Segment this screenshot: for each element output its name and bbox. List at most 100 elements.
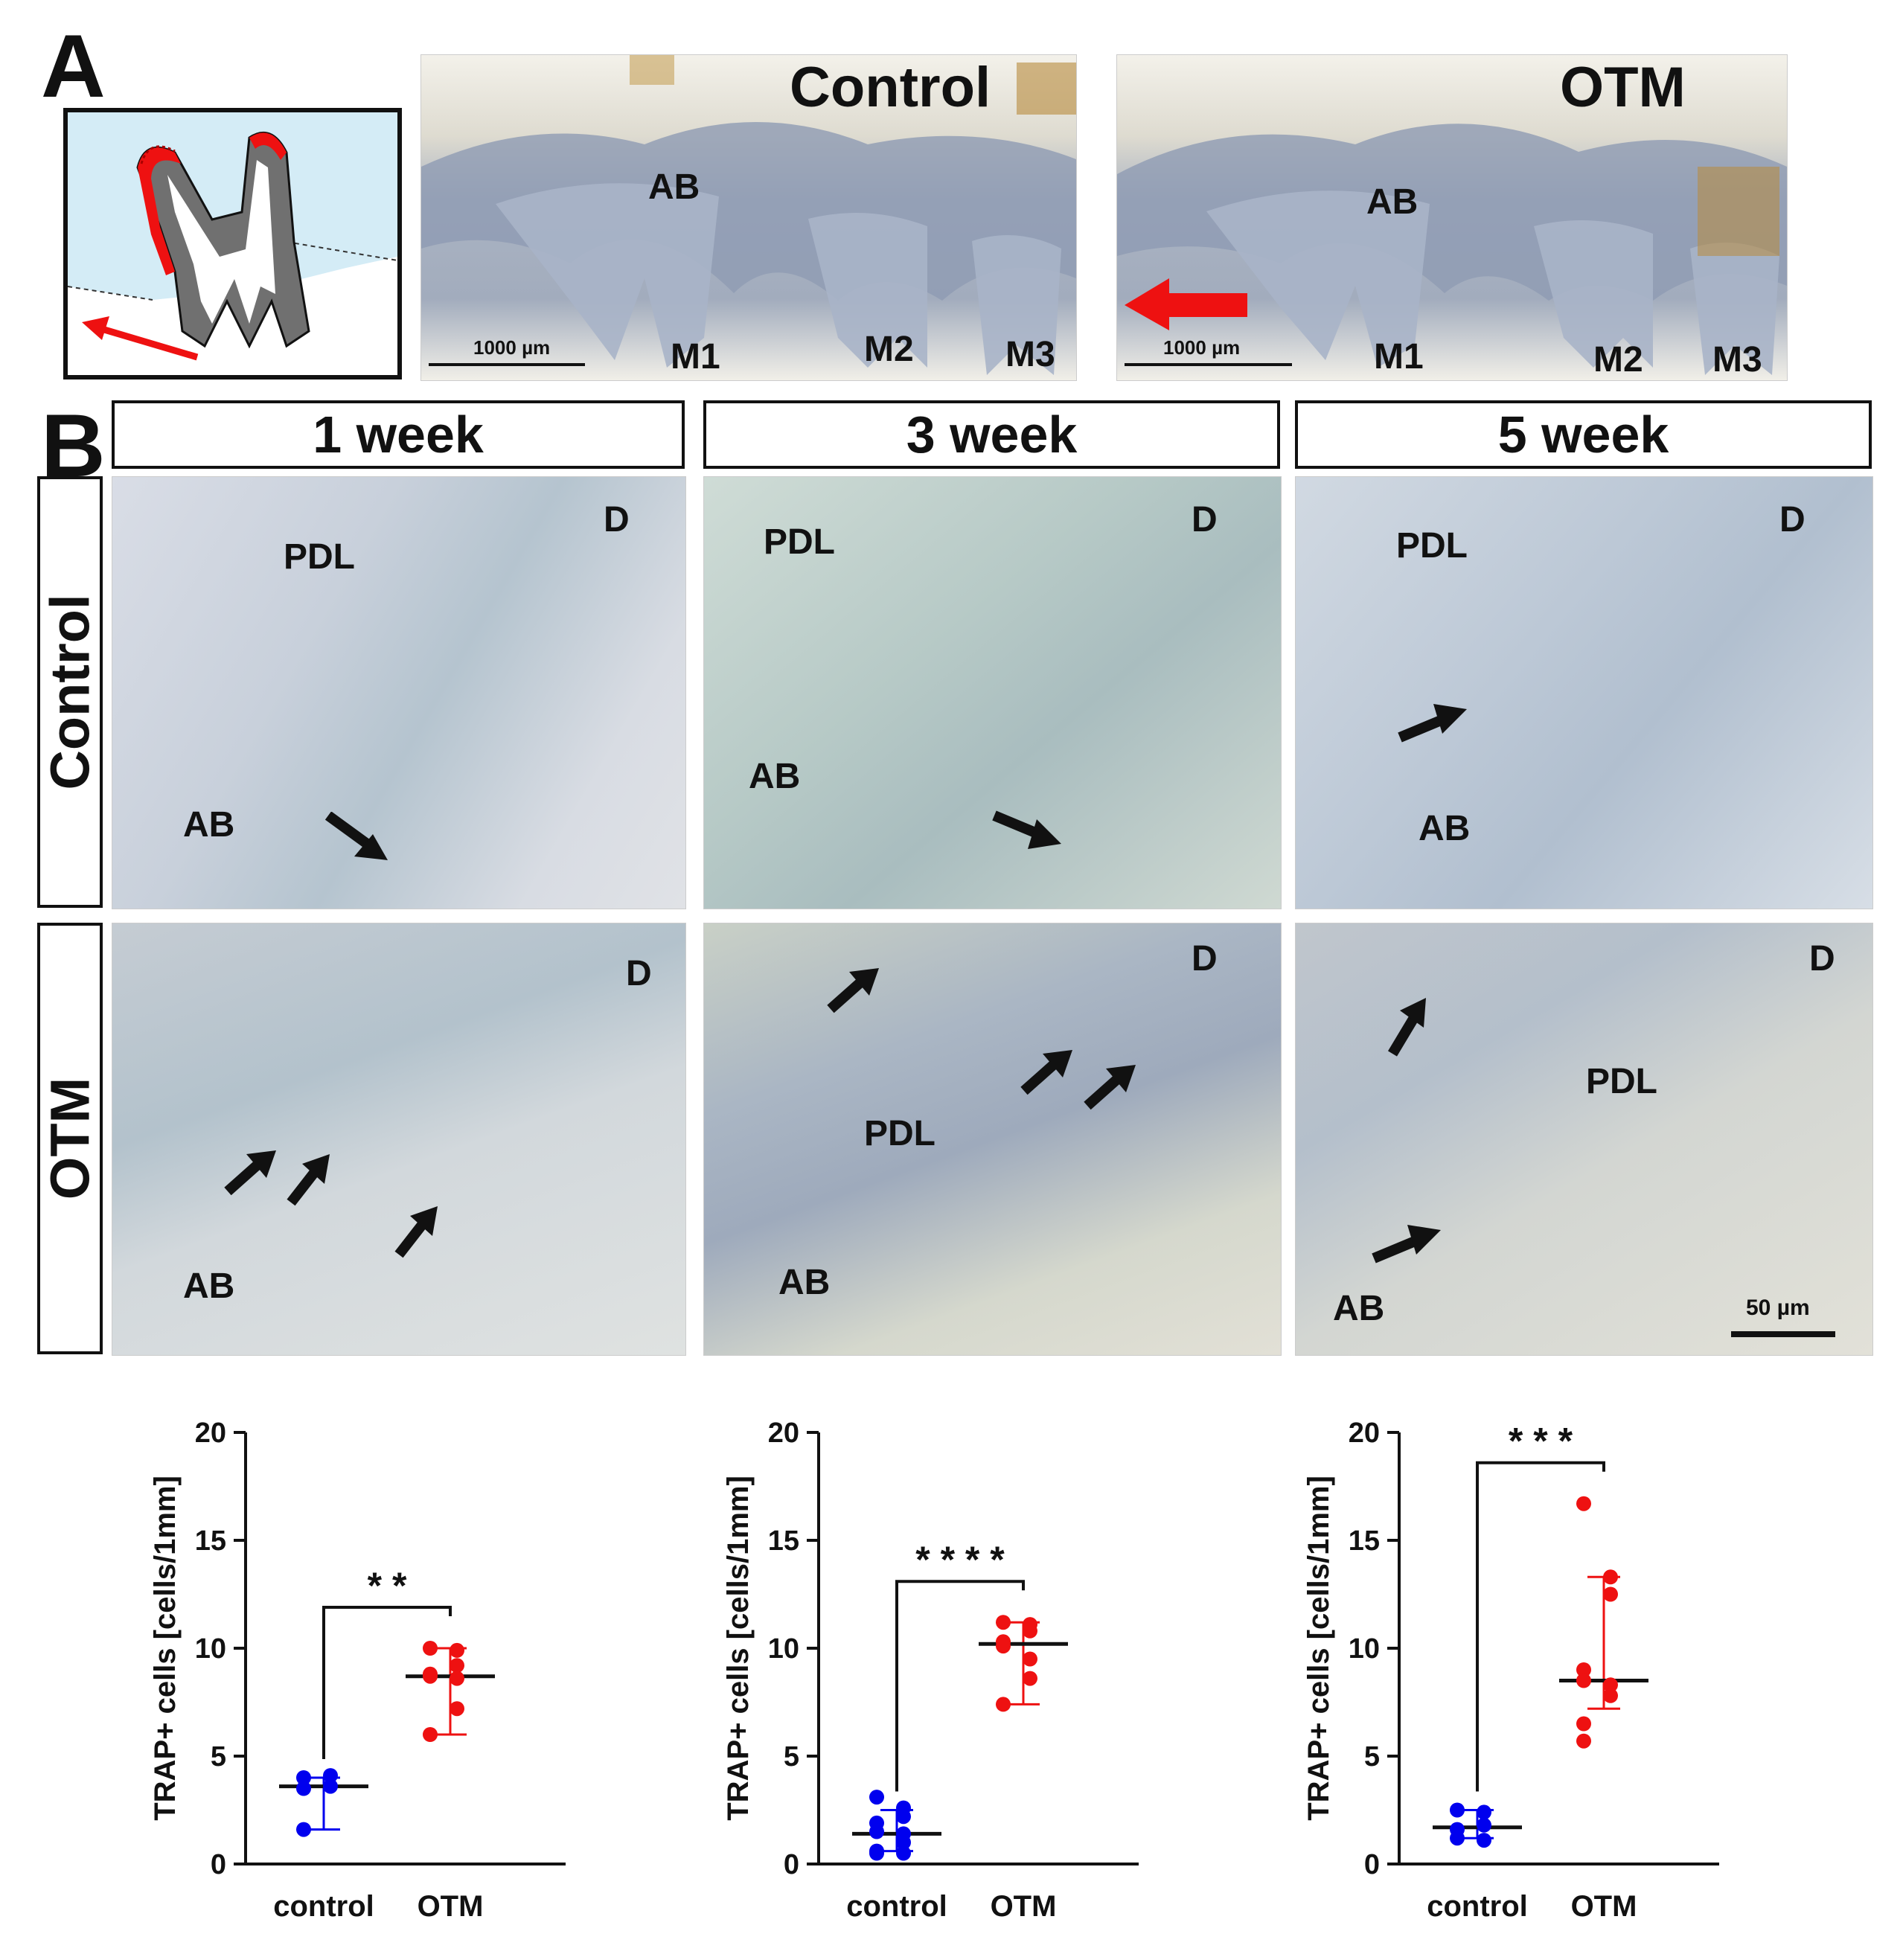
arrow-icon — [1372, 1225, 1441, 1264]
significance-bracket — [1476, 1461, 1605, 1792]
arrow-icon — [992, 810, 1061, 849]
data-point — [1477, 1833, 1491, 1848]
tooth-movement-schematic — [63, 108, 402, 379]
label-pdl: PDL — [1396, 526, 1468, 566]
otm-overview-m3-label: M3 — [1712, 340, 1762, 379]
label-pdl: PDL — [764, 522, 835, 562]
label-d: D — [1779, 500, 1806, 539]
significance-stars: * * * * — [915, 1539, 1005, 1581]
y-tick-label: 15 — [768, 1525, 799, 1557]
otm-overview-micrograph: OTM AB M1 M2 M3 1000 µm — [1116, 54, 1788, 381]
x-category-label: control — [846, 1890, 947, 1923]
label-ab: AB — [183, 805, 235, 845]
arrow-icon — [827, 968, 879, 1013]
data-point — [869, 1824, 884, 1839]
y-tick-label: 15 — [1349, 1525, 1380, 1557]
data-point — [296, 1770, 311, 1785]
data-point — [1576, 1662, 1591, 1677]
arrow-icon — [287, 1154, 330, 1206]
row-label-control: Control — [37, 476, 103, 908]
label-ab: AB — [1333, 1289, 1385, 1328]
label-ab: AB — [778, 1263, 831, 1302]
y-tick-label: 0 — [784, 1849, 799, 1880]
data-point — [869, 1790, 884, 1805]
micrograph-otm-5-week: D PDL AB 50 µm — [1295, 923, 1873, 1356]
data-point — [450, 1671, 464, 1686]
y-tick-label: 20 — [195, 1418, 226, 1449]
data-point — [423, 1727, 438, 1742]
scale-label: 50 µm — [1746, 1296, 1810, 1320]
data-point — [896, 1809, 911, 1825]
label-ab: AB — [1419, 809, 1471, 848]
control-overview-micrograph: Control AB M1 M2 M3 1000 µm — [420, 54, 1077, 381]
data-point — [296, 1822, 311, 1837]
arrow-icon — [324, 812, 388, 860]
significance-bracket — [322, 1606, 452, 1759]
data-point — [1576, 1716, 1591, 1732]
data-point — [1023, 1623, 1037, 1639]
label-d: D — [604, 500, 630, 539]
x-category-label: OTM — [991, 1890, 1057, 1923]
y-tick-label: 10 — [195, 1633, 226, 1665]
y-tick-label: 5 — [211, 1741, 226, 1772]
label-pdl: PDL — [864, 1114, 935, 1153]
significance-bracket — [895, 1580, 1025, 1792]
x-category-label: OTM — [418, 1890, 484, 1923]
arrow-icon — [1387, 998, 1426, 1057]
chart-5-week: 0 5 10 15 20 TRAP+ cells [cells/1mm] control OT… — [1302, 1418, 1719, 1923]
control-overview-ab-label: AB — [648, 167, 700, 207]
label-ab: AB — [749, 757, 801, 796]
y-tick-label: 5 — [1364, 1741, 1380, 1772]
control-overview-m3-label: M3 — [1005, 335, 1055, 374]
y-tick-label: 10 — [1349, 1633, 1380, 1665]
data-point — [1450, 1802, 1465, 1818]
arrow-icon — [1084, 1065, 1136, 1110]
y-axis-label: TRAP+ cells [cells/1mm] — [722, 1476, 755, 1821]
data-point — [1023, 1651, 1037, 1667]
chart-3-week: 0 5 10 15 20 TRAP+ cells [cells/1mm] control OT… — [722, 1418, 1139, 1923]
control-overview-scalebar — [429, 363, 585, 366]
data-point — [996, 1615, 1011, 1630]
y-tick-label: 0 — [211, 1849, 226, 1880]
label-d: D — [1192, 939, 1218, 979]
label-d: D — [1809, 939, 1835, 979]
data-point — [1603, 1569, 1618, 1585]
y-axis-label: TRAP+ cells [cells/1mm] — [1302, 1476, 1335, 1821]
y-tick-label: 5 — [784, 1741, 799, 1772]
data-point — [1603, 1677, 1618, 1693]
data-point — [1576, 1496, 1591, 1511]
data-point — [1576, 1733, 1591, 1749]
data-point — [1477, 1804, 1491, 1820]
data-point — [996, 1639, 1011, 1654]
y-tick-label: 15 — [195, 1525, 226, 1557]
data-point — [996, 1697, 1011, 1712]
arrow-icon — [1398, 704, 1467, 743]
y-axis-label: TRAP+ cells [cells/1mm] — [149, 1476, 182, 1821]
data-point — [1477, 1817, 1491, 1833]
label-pdl: PDL — [1586, 1062, 1657, 1101]
otm-overview-scalebar — [1125, 363, 1292, 366]
otm-overview-m1-label: M1 — [1374, 337, 1424, 377]
data-point — [423, 1668, 438, 1684]
label-pdl: PDL — [284, 537, 355, 577]
panel-a-letter: A — [41, 16, 106, 116]
data-point — [1576, 1673, 1591, 1688]
column-header-1-week: 1 week — [112, 400, 685, 469]
control-overview-title: Control — [790, 56, 991, 119]
x-category-label: control — [1427, 1890, 1528, 1923]
data-point — [423, 1641, 438, 1656]
otm-overview-scale-label: 1000 µm — [1163, 336, 1241, 359]
y-tick-label: 20 — [1349, 1418, 1380, 1449]
control-overview-scale-label: 1000 µm — [473, 336, 551, 359]
label-ab: AB — [183, 1266, 235, 1306]
micrograph-control-3-week: D PDL AB — [703, 476, 1282, 909]
y-tick-label: 10 — [768, 1633, 799, 1665]
scalebar — [1731, 1331, 1835, 1337]
control-overview-m2-label: M2 — [864, 330, 914, 369]
data-point — [450, 1658, 464, 1674]
data-point — [323, 1768, 338, 1784]
otm-force-direction-arrow — [1125, 278, 1247, 330]
chart-1-week: 0 5 10 15 20 TRAP+ cells [cells/1mm] control OT… — [149, 1418, 566, 1923]
data-point — [1450, 1831, 1465, 1846]
micrograph-otm-3-week: D PDL AB — [703, 923, 1282, 1356]
